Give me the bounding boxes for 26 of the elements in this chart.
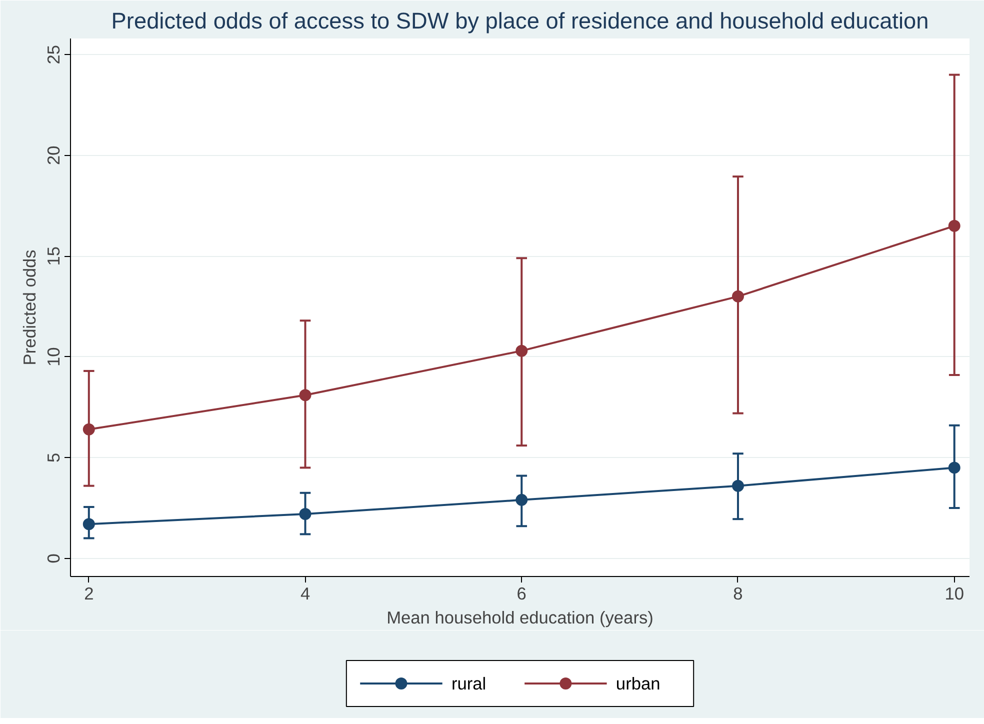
chart-title: Predicted odds of access to SDW by place of residence and household education [111,8,929,34]
y-tick-label: 15 [44,246,64,266]
point [732,480,744,492]
x-tick-label: 8 [733,584,743,604]
point [516,494,528,506]
point [82,423,95,436]
point [299,389,312,402]
point [732,290,744,302]
x-tick-label: 6 [516,584,526,604]
y-tick-label: 5 [44,452,64,462]
y-axis-title: Predicted odds [20,249,40,366]
x-axis-title: Mean household education (years) [386,608,654,628]
y-tick-label: 10 [44,347,64,367]
point [82,518,95,530]
x-tick-label: 4 [300,584,310,604]
legend-label: rural [451,674,486,694]
point [948,220,960,232]
y-tick-label: 25 [44,44,64,64]
legend-label: urban [616,674,660,694]
point [299,508,312,520]
y-tick-label: 20 [44,146,64,166]
point [948,462,960,474]
y-tick-label: 0 [44,554,64,564]
point [516,344,528,357]
x-tick-label: 2 [84,584,94,604]
x-tick-label: 10 [944,584,964,604]
